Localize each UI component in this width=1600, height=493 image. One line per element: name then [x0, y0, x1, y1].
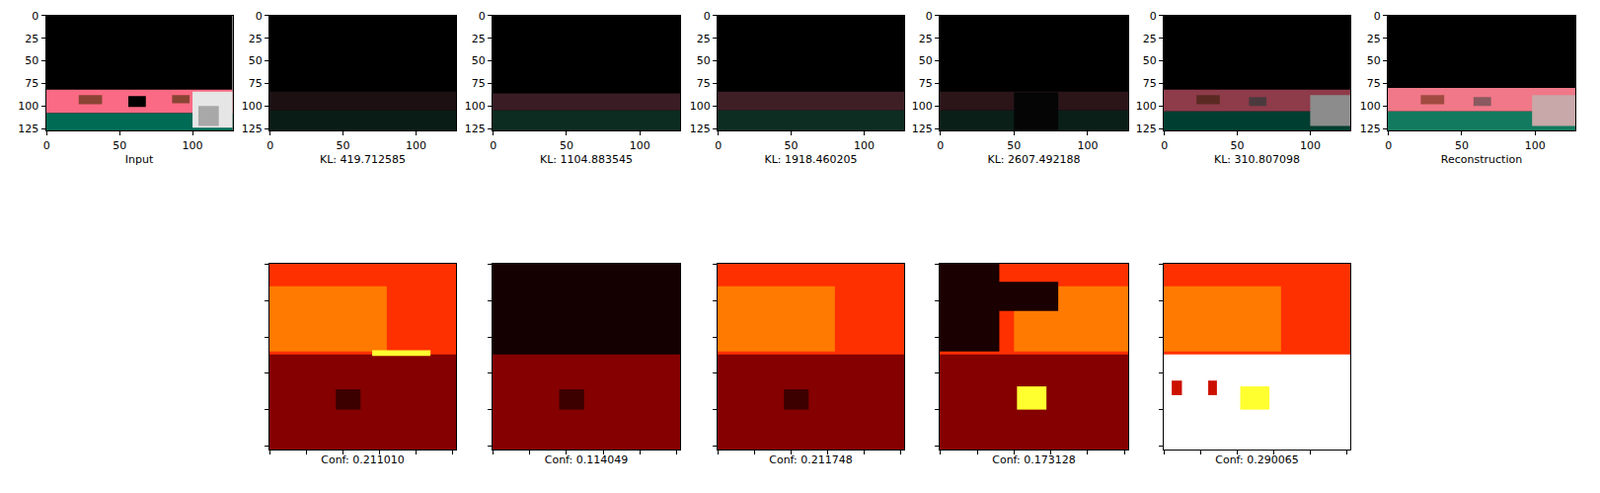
svg-text:50: 50	[918, 54, 933, 68]
svg-text:100: 100	[912, 99, 933, 113]
svg-text:25: 25	[918, 32, 933, 46]
svg-text:0: 0	[43, 139, 51, 153]
svg-text:0: 0	[1373, 9, 1381, 23]
svg-text:75: 75	[696, 76, 711, 90]
svg-text:50: 50	[1142, 54, 1157, 68]
svg-text:50: 50	[696, 54, 711, 68]
svg-text:0: 0	[714, 139, 722, 153]
svg-text:125: 125	[912, 122, 933, 136]
svg-text:125: 125	[689, 122, 711, 136]
svg-text:50: 50	[336, 139, 351, 153]
svg-text:50: 50	[471, 54, 486, 68]
svg-text:0: 0	[255, 9, 263, 23]
svg-text:0: 0	[1160, 139, 1168, 153]
svg-text:100: 100	[1524, 139, 1546, 153]
svg-text:Conf: 0.114049: Conf: 0.114049	[544, 453, 629, 466]
svg-text:100: 100	[689, 99, 711, 113]
svg-text:75: 75	[248, 76, 263, 90]
svg-text:Reconstruction: Reconstruction	[1441, 152, 1523, 166]
svg-text:KL: 2607.492188: KL: 2607.492188	[987, 152, 1080, 166]
svg-text:50: 50	[112, 139, 127, 153]
svg-text:25: 25	[248, 32, 263, 46]
svg-text:Conf: 0.211010: Conf: 0.211010	[320, 453, 405, 466]
svg-text:25: 25	[1367, 32, 1381, 46]
svg-text:0: 0	[478, 9, 486, 23]
svg-text:50: 50	[24, 54, 39, 68]
svg-text:25: 25	[1142, 32, 1157, 46]
svg-text:100: 100	[1076, 139, 1098, 153]
svg-text:25: 25	[24, 32, 39, 46]
svg-text:100: 100	[182, 139, 204, 153]
svg-text:100: 100	[17, 99, 39, 113]
svg-text:Conf: 0.290065: Conf: 0.290065	[1215, 453, 1299, 466]
svg-text:125: 125	[464, 122, 486, 136]
svg-text:75: 75	[918, 76, 933, 90]
svg-text:Conf: 0.211748: Conf: 0.211748	[768, 453, 853, 466]
svg-text:0: 0	[266, 139, 274, 153]
svg-text:100: 100	[1360, 99, 1381, 113]
svg-text:0: 0	[1149, 9, 1157, 23]
svg-text:0: 0	[925, 9, 933, 23]
svg-text:75: 75	[1367, 76, 1381, 90]
svg-text:0: 0	[936, 139, 944, 153]
svg-text:KL: 1918.460205: KL: 1918.460205	[763, 152, 857, 166]
svg-text:75: 75	[24, 76, 39, 90]
svg-text:0: 0	[703, 9, 711, 23]
svg-text:50: 50	[1230, 139, 1245, 153]
svg-text:100: 100	[1136, 99, 1157, 113]
svg-text:75: 75	[1142, 76, 1157, 90]
svg-text:100: 100	[1299, 139, 1321, 153]
svg-text:Conf: 0.173128: Conf: 0.173128	[991, 453, 1076, 466]
svg-text:0: 0	[489, 139, 497, 153]
svg-text:KL: 1104.883545: KL: 1104.883545	[539, 152, 633, 166]
svg-text:125: 125	[1136, 122, 1157, 136]
svg-text:125: 125	[1360, 122, 1381, 136]
svg-text:125: 125	[17, 122, 39, 136]
svg-text:KL: 310.807098: KL: 310.807098	[1214, 152, 1300, 166]
svg-text:50: 50	[248, 54, 263, 68]
svg-text:Input: Input	[125, 152, 154, 166]
svg-text:100: 100	[853, 139, 875, 153]
svg-text:100: 100	[464, 99, 486, 113]
svg-text:75: 75	[471, 76, 486, 90]
svg-text:25: 25	[696, 32, 711, 46]
svg-text:KL: 419.712585: KL: 419.712585	[319, 152, 406, 166]
svg-text:100: 100	[629, 139, 651, 153]
svg-text:100: 100	[241, 99, 263, 113]
svg-text:125: 125	[241, 122, 263, 136]
svg-text:50: 50	[1454, 139, 1469, 153]
svg-text:100: 100	[405, 139, 427, 153]
svg-text:50: 50	[1006, 139, 1021, 153]
svg-text:0: 0	[1384, 139, 1392, 153]
svg-text:50: 50	[1367, 54, 1381, 68]
svg-text:50: 50	[784, 139, 799, 153]
svg-text:50: 50	[559, 139, 574, 153]
svg-text:25: 25	[471, 32, 486, 46]
svg-text:0: 0	[31, 9, 39, 23]
